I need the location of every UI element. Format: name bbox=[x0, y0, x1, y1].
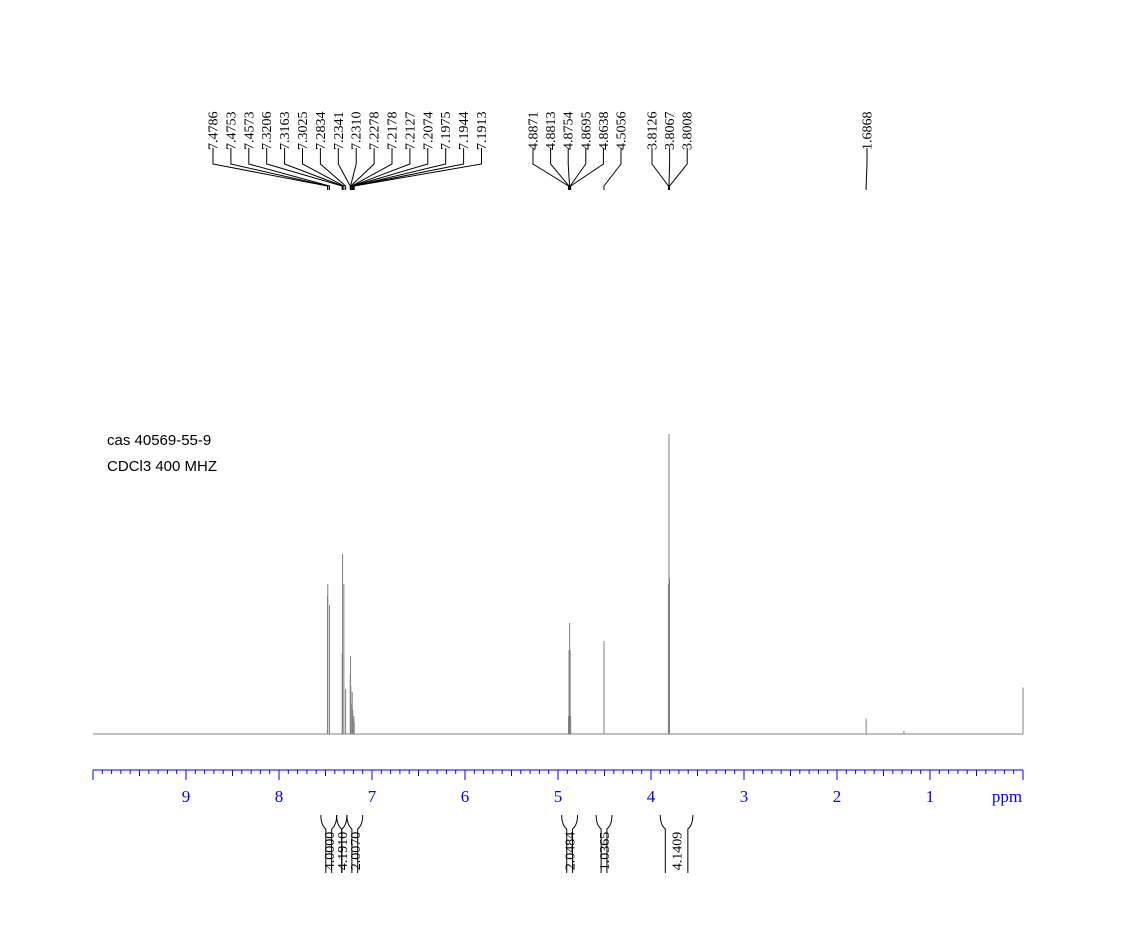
peak-leader-line bbox=[302, 148, 345, 190]
peak-label: 3.8008 bbox=[681, 112, 696, 151]
peak-leader-line bbox=[651, 148, 669, 190]
integral-value: 2.0070 bbox=[349, 832, 364, 871]
peak-label: 7.4573 bbox=[242, 112, 257, 151]
peak-label: 7.3025 bbox=[296, 112, 311, 151]
sample-id: cas 40569-55-9 bbox=[107, 432, 212, 449]
peak-label: 7.1944 bbox=[457, 112, 472, 151]
peak-label: 7.2341 bbox=[332, 112, 347, 151]
peak-leader-line bbox=[352, 148, 429, 190]
peak-label: 7.2310 bbox=[350, 112, 365, 151]
peak-label: 4.8754 bbox=[562, 112, 577, 151]
peak-leader-line bbox=[865, 148, 868, 190]
peak-label: 7.2127 bbox=[403, 112, 418, 151]
peak-label: 4.5056 bbox=[615, 112, 630, 151]
axis-tick-label: 9 bbox=[182, 787, 191, 806]
integral-bracket-right bbox=[687, 814, 694, 873]
axis-label-ppm: ppm bbox=[992, 787, 1022, 806]
peak-label: 7.3163 bbox=[278, 112, 293, 151]
peak-label: 7.4753 bbox=[224, 112, 239, 151]
peak-label: 7.2074 bbox=[421, 112, 436, 151]
axis-tick-label: 2 bbox=[833, 787, 842, 806]
peak-leader-line bbox=[266, 148, 343, 190]
spectrum-trace bbox=[93, 434, 1024, 735]
peak-label: 3.8067 bbox=[663, 112, 678, 151]
axis-tick-label: 6 bbox=[461, 787, 470, 806]
integral-bracket-right bbox=[572, 814, 579, 873]
integral-value: 4.0000 bbox=[323, 832, 338, 871]
peak-label: 7.3206 bbox=[260, 112, 275, 151]
integral-value: 1.0365 bbox=[598, 832, 613, 871]
peak-leader-line bbox=[567, 148, 571, 190]
integral-bracket-left bbox=[659, 814, 666, 873]
axis-tick-label: 8 bbox=[275, 787, 284, 806]
integral-bracket-right bbox=[357, 814, 364, 873]
peak-label: 7.4786 bbox=[207, 112, 222, 151]
ppm-axis: 9 8 7 6 5 4 3 2 1 bbox=[92, 769, 1024, 806]
axis-tick-label: 7 bbox=[368, 787, 377, 806]
peak-leader-line bbox=[532, 148, 569, 190]
peak-label: 4.8871 bbox=[527, 112, 542, 151]
axis-tick-label: 3 bbox=[740, 787, 749, 806]
peak-leader-line bbox=[550, 148, 570, 190]
peak-leader-line bbox=[570, 148, 604, 190]
peak-leader-line bbox=[603, 148, 622, 190]
peak-label: 1.6868 bbox=[861, 112, 876, 151]
peak-label: 7.2278 bbox=[368, 112, 383, 151]
axis-tick-label: 1 bbox=[926, 787, 935, 806]
peak-leader-line bbox=[353, 148, 482, 190]
peak-label: 4.8695 bbox=[579, 112, 594, 151]
peak-leader-line bbox=[248, 148, 330, 190]
axis-tick-label: 5 bbox=[554, 787, 563, 806]
peak-label: 3.8126 bbox=[646, 112, 661, 151]
integral-bracket-left bbox=[320, 814, 327, 873]
peak-leader-line bbox=[669, 148, 688, 190]
peak-leader-line bbox=[350, 148, 375, 190]
peak-labels: 7.4786 7.4753 7.4573 7.3206 7.3163 7.3025 7.28… bbox=[207, 112, 876, 190]
integral-bracket-left bbox=[595, 814, 602, 873]
integral-bracket-left bbox=[346, 814, 353, 873]
peak-leader-line bbox=[230, 148, 329, 190]
axis-tick-label: 4 bbox=[647, 787, 656, 806]
integral-value: 4.1409 bbox=[671, 832, 686, 871]
peak-leader-line bbox=[569, 148, 587, 190]
integral-bracket-right bbox=[606, 814, 613, 873]
solvent-frequency: CDCl3 400 MHZ bbox=[107, 458, 218, 475]
peak-leader-line bbox=[284, 148, 344, 190]
integral-bracket-left bbox=[561, 814, 568, 873]
peak-label: 7.1975 bbox=[439, 112, 454, 151]
peak-leader-line bbox=[319, 148, 347, 190]
peak-label: 4.8813 bbox=[544, 112, 559, 151]
peak-label: 7.1913 bbox=[475, 112, 490, 151]
peak-label: 7.2834 bbox=[314, 112, 329, 151]
integral-value: 4.1910 bbox=[336, 832, 351, 871]
peak-leader-line bbox=[212, 148, 328, 190]
peak-label: 4.8638 bbox=[597, 112, 612, 151]
peak-leader-line bbox=[668, 148, 671, 190]
integral-value: 2.0484 bbox=[564, 832, 579, 871]
peak-label: 7.2178 bbox=[386, 112, 401, 151]
